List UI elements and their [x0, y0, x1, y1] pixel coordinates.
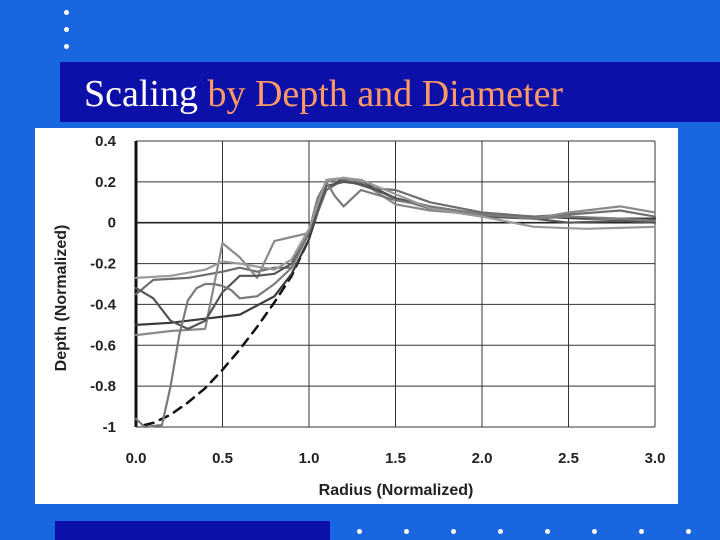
x-tick-label: 1.5	[385, 450, 406, 467]
footer-dot	[357, 529, 362, 534]
x-tick-label: 0.0	[126, 450, 147, 467]
chart-panel: 0.4 0.2 0 -0.2 -0.4 -0.6 -0.8 -1 0.0 0.5 1.0 1.5 2.0…	[35, 128, 678, 504]
series-line-1	[143, 237, 311, 427]
bullet-dot	[64, 44, 69, 49]
title-bar	[60, 62, 720, 122]
bullet-dot	[64, 10, 69, 15]
y-tick-label: 0	[108, 215, 116, 232]
depth-vs-radius-chart: 0.4 0.2 0 -0.2 -0.4 -0.6 -0.8 -1 0.0 0.5 1.0 1.5 2.0…	[53, 133, 665, 499]
x-tick-label: 2.0	[472, 450, 493, 467]
y-tick-label: -1	[103, 419, 116, 436]
series-line-6	[134, 180, 657, 429]
y-tick-label: -0.6	[90, 337, 116, 354]
footer-dot	[404, 529, 409, 534]
series-line-3	[134, 178, 657, 296]
footer-dot	[451, 529, 456, 534]
x-tick-label: 3.0	[645, 450, 666, 467]
x-axis-label: Radius (Normalized)	[319, 482, 474, 499]
footer-dot	[639, 529, 644, 534]
footer-dot	[545, 529, 550, 534]
y-tick-label: -0.8	[90, 378, 116, 395]
footer-dot	[592, 529, 597, 534]
bullet-dot	[64, 27, 69, 32]
x-tick-label: 2.5	[558, 450, 579, 467]
series-layer	[134, 176, 657, 429]
footer-dot	[686, 529, 691, 534]
series-line-7	[134, 176, 657, 279]
footer-dot	[498, 529, 503, 534]
slide-title-part2: by Depth and Diameter	[207, 73, 564, 115]
footer-bar	[55, 521, 330, 540]
x-tick-label: 0.5	[212, 450, 233, 467]
tick-layer: 0.4 0.2 0 -0.2 -0.4 -0.6 -0.8 -1 0.0 0.5 1.0 1.5 2.0…	[90, 133, 665, 467]
x-tick-label: 1.0	[299, 450, 320, 467]
grid-layer	[134, 140, 656, 428]
slide-title: Scaling by Depth and Diameter	[84, 70, 563, 118]
y-tick-label: -0.2	[90, 256, 116, 273]
slide-title-part1: Scaling	[84, 73, 198, 115]
y-tick-label: 0.4	[95, 133, 117, 150]
y-tick-label: 0.2	[95, 174, 116, 191]
y-tick-label: -0.4	[90, 296, 117, 313]
y-axis-label: Depth (Normalized)	[53, 225, 70, 372]
